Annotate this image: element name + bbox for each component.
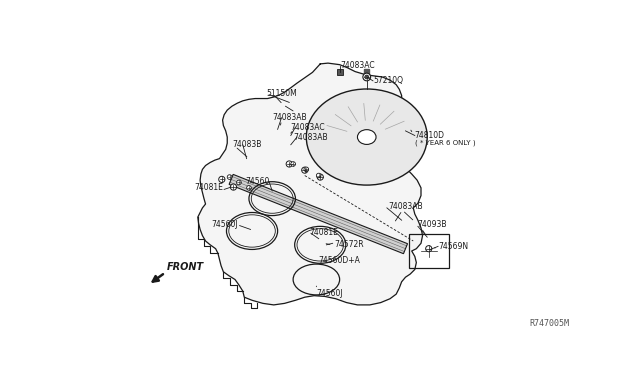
Text: 74083AB: 74083AB	[388, 202, 423, 211]
Circle shape	[301, 167, 308, 173]
Text: 74083AC: 74083AC	[340, 61, 375, 70]
Text: 74093B: 74093B	[417, 220, 447, 229]
Circle shape	[364, 74, 370, 80]
Circle shape	[316, 173, 321, 178]
Text: 74810D: 74810D	[415, 131, 445, 140]
Text: FRONT: FRONT	[167, 262, 204, 272]
Text: 74083AC: 74083AC	[291, 123, 325, 132]
Circle shape	[363, 73, 371, 81]
Text: 74081E: 74081E	[195, 183, 223, 192]
Text: 74560J: 74560J	[211, 219, 238, 228]
Text: 74083AB: 74083AB	[293, 132, 328, 141]
Circle shape	[286, 161, 292, 167]
Circle shape	[227, 175, 232, 179]
Text: R747005M: R747005M	[529, 319, 570, 328]
Text: 74083AB: 74083AB	[272, 113, 307, 122]
Circle shape	[365, 75, 369, 79]
Polygon shape	[229, 174, 408, 254]
Text: 74572R: 74572R	[334, 240, 364, 249]
Circle shape	[230, 184, 237, 190]
Circle shape	[219, 176, 225, 183]
Polygon shape	[198, 63, 422, 305]
Text: 51150M: 51150M	[266, 89, 297, 97]
Circle shape	[426, 246, 432, 252]
Circle shape	[317, 174, 323, 180]
Text: 74083B: 74083B	[233, 140, 262, 149]
FancyBboxPatch shape	[337, 68, 343, 75]
Text: 74560D+A: 74560D+A	[319, 256, 360, 265]
Text: 74560: 74560	[246, 177, 270, 186]
Polygon shape	[364, 69, 369, 74]
Text: ( * YEAR 6 ONLY ): ( * YEAR 6 ONLY )	[415, 140, 476, 147]
Circle shape	[291, 162, 296, 166]
Ellipse shape	[358, 130, 376, 144]
Text: 57210Q: 57210Q	[373, 76, 403, 85]
Circle shape	[237, 180, 241, 185]
Text: 74560J: 74560J	[316, 289, 343, 298]
Circle shape	[304, 167, 308, 172]
Text: 74081E: 74081E	[309, 228, 339, 237]
Ellipse shape	[307, 89, 428, 185]
Circle shape	[246, 186, 252, 190]
Text: 74569N: 74569N	[438, 242, 468, 251]
